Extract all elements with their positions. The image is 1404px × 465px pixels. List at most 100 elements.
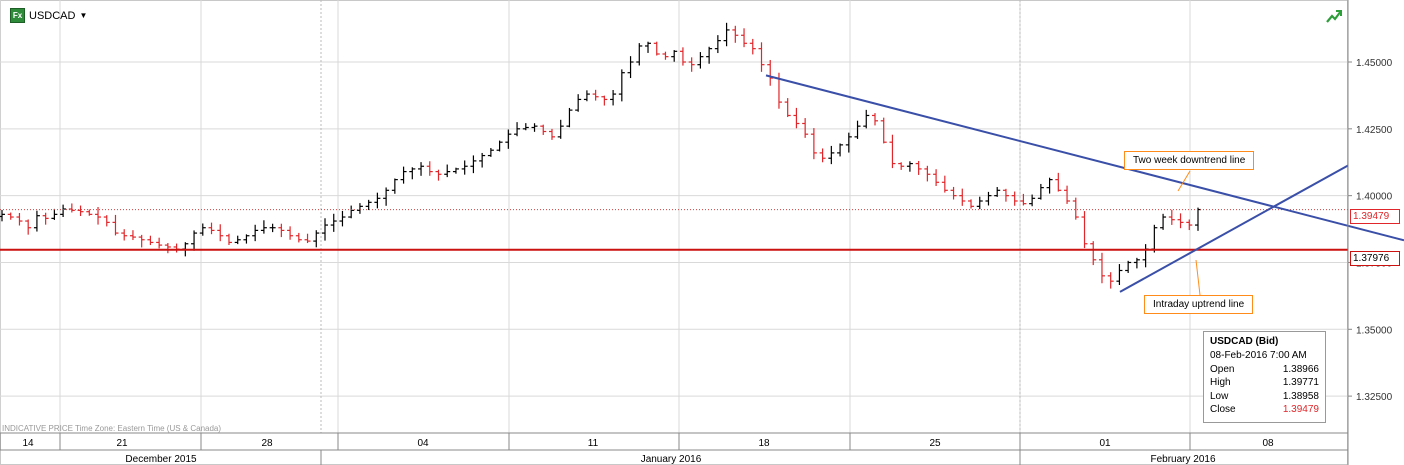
uptrend-line — [1119, 164, 1349, 293]
symbol-selector[interactable]: Fx USDCAD ▼ — [10, 8, 87, 23]
ohlc-bar — [164, 243, 171, 254]
ohlc-bar — [42, 212, 49, 225]
ohlc-bar — [583, 90, 590, 102]
ohlc-bar — [697, 52, 704, 69]
downtrend-pointer — [1177, 170, 1191, 192]
ohlc-bar — [68, 203, 75, 213]
ohlc-bar — [304, 233, 311, 244]
ohlc-bar — [688, 57, 695, 72]
chevron-down-icon: ▼ — [79, 11, 88, 20]
ohlc-bar — [199, 223, 206, 236]
x-month-label: December 2015 — [125, 454, 197, 465]
ohlc-bar — [77, 205, 84, 217]
ohlc-bar — [950, 186, 957, 200]
ohlc-bar — [103, 215, 110, 227]
x-day-label: 04 — [417, 438, 429, 449]
ohlc-bar — [793, 107, 800, 129]
ohlc-bar — [854, 120, 861, 139]
ohlc-bar — [1011, 191, 1018, 206]
ohlc-bar — [522, 123, 529, 131]
ohlc-bar — [837, 143, 844, 157]
uptrend-callout: Intraday uptrend line — [1144, 295, 1254, 314]
ohlc-bar — [156, 237, 163, 249]
ohlc-bar — [636, 43, 643, 66]
ohlc-bar — [1046, 177, 1053, 194]
ohlc-bar — [749, 38, 756, 55]
ohlc-bar — [25, 219, 32, 235]
ohlc-bar — [959, 188, 966, 206]
gridlines — [0, 0, 1349, 465]
ohlc-bar — [706, 46, 713, 64]
ohlc-bar — [147, 235, 154, 246]
ohlc-bar — [383, 187, 390, 206]
x-axis: 14 21 28 04 11 18 25 01 08 December 2015 January 2… — [0, 432, 1349, 465]
ohlc-bar — [540, 124, 547, 135]
ohlc-bar — [234, 235, 241, 245]
x-day-label: 11 — [588, 438, 599, 449]
ohlc-bar — [557, 119, 564, 139]
ohlc-bar — [365, 199, 372, 211]
info-title: USDCAD (Bid) — [1210, 336, 1279, 347]
ohlc-bar — [880, 117, 887, 144]
ohlc-bar — [906, 161, 913, 172]
ohlc-bar — [1029, 194, 1036, 207]
y-tick-label: 1.35000 — [1356, 325, 1393, 336]
ohlc-bar — [531, 123, 538, 132]
ohlc-bar — [225, 233, 232, 245]
ohlc-bar — [671, 50, 678, 62]
ohlc-bar — [95, 207, 102, 225]
ohlc-bar — [243, 234, 250, 244]
ohlc-bar — [400, 166, 407, 184]
ohlc-bar — [741, 28, 748, 48]
y-tick-label: 1.32500 — [1356, 392, 1393, 403]
ohlc-bar — [51, 208, 58, 220]
y-tick-label: 1.45000 — [1356, 58, 1393, 69]
ohlc-bar — [461, 160, 468, 175]
ohlc-bar — [758, 42, 765, 72]
ohlc-bar — [16, 213, 23, 226]
ohlc-bar — [994, 187, 1001, 197]
x-day-label: 01 — [1099, 438, 1111, 449]
close-label: Close — [1210, 404, 1236, 415]
x-day-label: 18 — [758, 438, 770, 449]
x-month-label: February 2016 — [1150, 454, 1215, 465]
ohlc-bar — [470, 155, 477, 174]
ohlc-bar — [924, 165, 931, 182]
ohlc-bar — [426, 161, 433, 176]
ohlc-bar — [898, 162, 905, 170]
ohlc-bar — [33, 210, 40, 232]
close-value: 1.39479 — [1282, 404, 1319, 415]
ohlc-bar — [260, 220, 267, 234]
ohlc-bar — [915, 160, 922, 175]
ohlc-bar — [514, 122, 521, 137]
ohlc-bar — [802, 118, 809, 138]
ohlc-bar — [592, 89, 599, 101]
trend-up-icon[interactable] — [1326, 8, 1342, 24]
ohlc-bar — [191, 230, 198, 251]
ohlc-bar — [356, 203, 363, 214]
ohlc-bar — [1168, 209, 1175, 225]
fx-icon: Fx — [10, 8, 25, 23]
support-price-tag: 1.37976 — [1350, 251, 1400, 266]
high-label: High — [1210, 377, 1231, 388]
ohlc-bar — [1098, 252, 1105, 284]
ohlc-bar — [0, 210, 5, 222]
ohlc-bar — [208, 222, 215, 235]
ohlc-bar — [1142, 244, 1149, 268]
current-price-tag: 1.39479 — [1350, 209, 1400, 224]
ohlc-bar — [1090, 241, 1097, 266]
ohlc-bar — [330, 213, 337, 232]
ohlc-bar — [60, 204, 67, 218]
ohlc-bar — [1072, 197, 1079, 220]
ohlc-bar — [618, 69, 625, 102]
ohlc-bar — [278, 223, 285, 238]
uptrend-pointer — [1195, 259, 1201, 296]
ohlc-bar — [575, 94, 582, 112]
ohlc-bar — [7, 212, 14, 220]
ohlc-bar — [418, 162, 425, 176]
low-value: 1.38958 — [1282, 390, 1319, 402]
ohlc-bar — [129, 230, 136, 241]
ohlc-bar — [1081, 211, 1088, 249]
x-month-label: January 2016 — [641, 454, 702, 465]
ohlc-bar — [767, 59, 774, 86]
